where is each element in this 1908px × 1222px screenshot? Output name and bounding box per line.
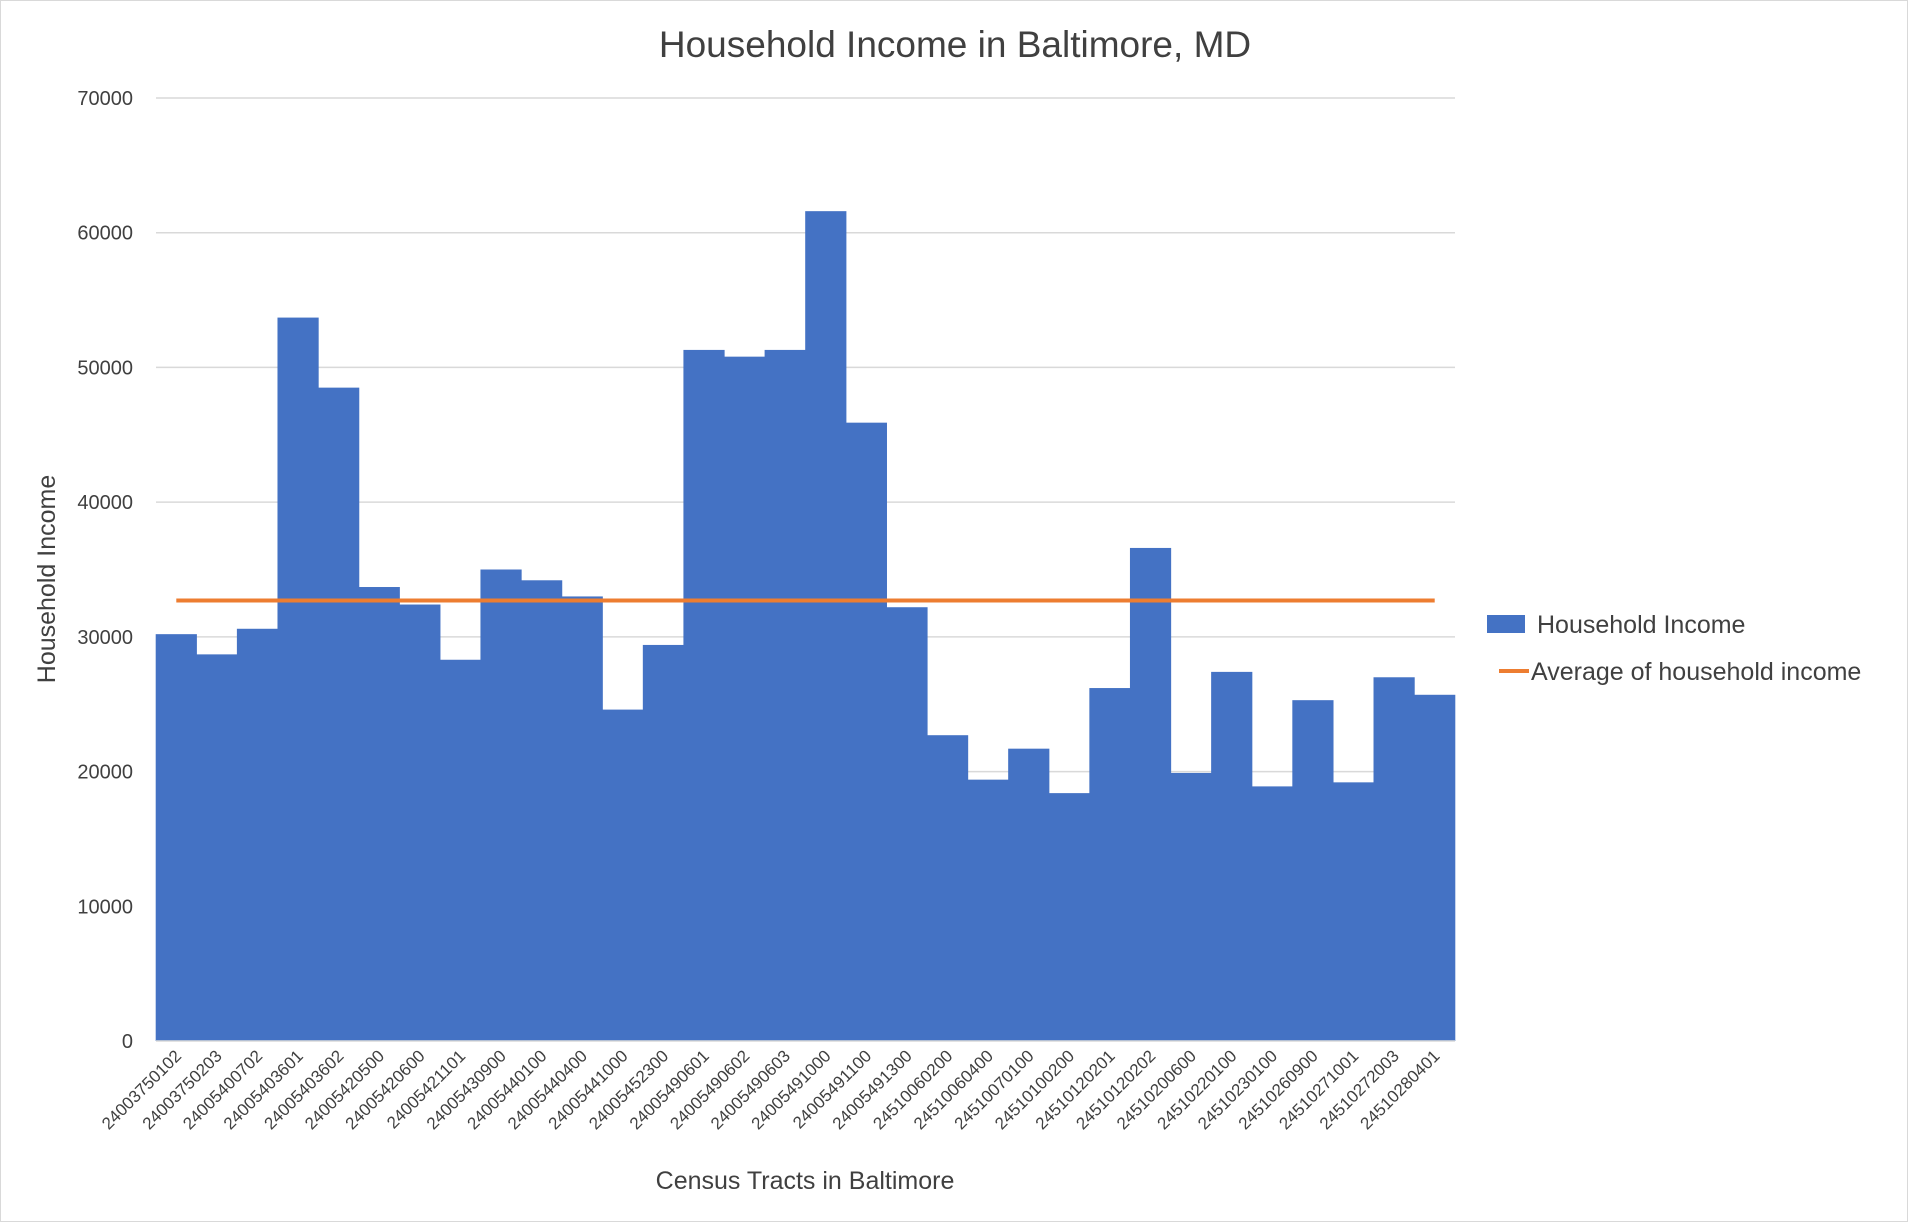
bar-24510271001 — [1332, 782, 1375, 1041]
bar-24005490602 — [724, 356, 766, 1041]
bar-24003750102 — [155, 634, 197, 1041]
y-tick-label: 20000 — [77, 762, 133, 784]
bar-24510060200 — [926, 735, 969, 1041]
x-axis-category-labels: 2400375010224003750203240054007022400540… — [98, 1046, 1443, 1133]
bar-24510280401 — [1414, 694, 1456, 1041]
bar-24003750203 — [196, 654, 238, 1041]
legend-swatch-household-income — [1487, 615, 1525, 633]
chart-title: Household Income in Baltimore, MD — [659, 24, 1251, 65]
legend: Household Income Average of household in… — [1487, 611, 1861, 686]
bar-24005441000 — [602, 709, 644, 1041]
bars — [155, 211, 1456, 1041]
bar-24005491300 — [886, 607, 928, 1041]
bar-24005403601 — [277, 317, 319, 1041]
bar-24510230100 — [1251, 786, 1293, 1041]
bar-24005440400 — [561, 596, 603, 1041]
bar-24510220100 — [1211, 671, 1253, 1041]
bar-24005491100 — [845, 422, 887, 1041]
x-axis-title: Census Tracts in Baltimore — [656, 1167, 955, 1195]
bar-24005420600 — [399, 604, 441, 1041]
bar-24005420500 — [358, 587, 400, 1041]
bar-24005403602 — [318, 387, 360, 1041]
bar-24510070100 — [1008, 748, 1050, 1041]
y-tick-label: 70000 — [77, 88, 133, 110]
bar-24510100200 — [1048, 793, 1090, 1041]
y-tick-label: 60000 — [77, 223, 133, 245]
bar-24510272003 — [1373, 677, 1415, 1041]
bar-24510120201 — [1089, 688, 1131, 1041]
bar-24005491000 — [805, 211, 847, 1041]
bar-24005400702 — [236, 628, 279, 1041]
y-tick-label: 50000 — [77, 357, 133, 379]
y-tick-label: 10000 — [77, 896, 133, 918]
bar-24005490603 — [764, 349, 806, 1041]
bar-24005440100 — [521, 580, 563, 1041]
legend-label-average: Average of household income — [1531, 658, 1861, 686]
bar-24005421101 — [439, 659, 482, 1041]
bar-24510260900 — [1292, 700, 1334, 1041]
y-tick-label: 0 — [122, 1031, 133, 1053]
y-axis-ticks: 0 10000 20000 30000 40000 50000 60000 70000 — [77, 88, 133, 1053]
bar-24005490601 — [683, 349, 725, 1041]
bar-24510060400 — [967, 779, 1009, 1041]
y-tick-label: 40000 — [77, 492, 133, 514]
bar-24005452300 — [642, 644, 685, 1041]
legend-label-household-income: Household Income — [1537, 611, 1745, 639]
y-tick-label: 30000 — [77, 627, 133, 649]
bar-24510200600 — [1170, 772, 1212, 1041]
bar-24510120202 — [1129, 547, 1172, 1041]
y-axis-title: Household Income — [33, 475, 61, 683]
bar-24005430900 — [480, 569, 522, 1041]
